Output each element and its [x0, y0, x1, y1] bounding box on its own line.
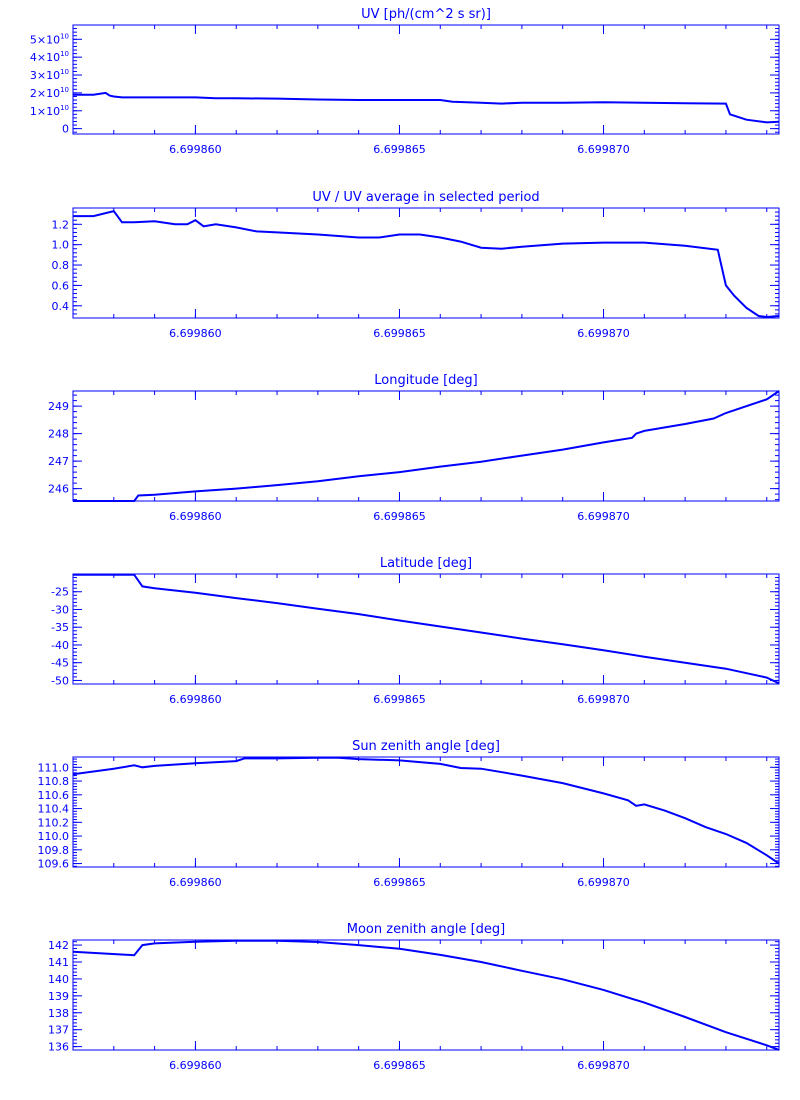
chart-panel-3: Longitude [deg] 246 247 248 249 6.699860 6.699… — [48, 373, 780, 523]
x-tick-label: 6.699860 — [169, 693, 222, 706]
y-tick-label: 109.6 — [38, 858, 70, 871]
x-tick-label: 6.699870 — [577, 327, 630, 340]
chart-panel-4: Latitude [deg] -50 -45 -40 -35 -30 -25 6.699860… — [51, 556, 780, 706]
data-line — [73, 209, 779, 319]
plot-frame — [72, 207, 780, 319]
data-line — [73, 573, 779, 685]
chart-panel-6: Moon zenith angle [deg] 136 137 138 139 140 14… — [48, 922, 780, 1072]
y-tick-label: -25 — [51, 586, 69, 599]
y-tick-label: 0.8 — [52, 259, 70, 272]
x-tick-label: 6.699860 — [169, 510, 222, 523]
data-line — [73, 390, 779, 502]
data-line — [73, 756, 779, 865]
y-tick-label: 0.6 — [52, 279, 70, 292]
x-tick-label: 6.699870 — [577, 143, 630, 156]
x-tick-label: 6.699860 — [169, 876, 222, 889]
y-tick-label: 249 — [48, 400, 69, 413]
y-tick-label: 2×1010 — [30, 86, 69, 100]
y-tick-label: 110.0 — [38, 830, 70, 843]
y-tick-label: 1×1010 — [30, 104, 69, 118]
y-tick-label: 1.2 — [52, 218, 70, 231]
data-line — [73, 91, 779, 124]
y-tick-label: 110.4 — [38, 803, 70, 816]
x-tick-label: 6.699870 — [577, 693, 630, 706]
y-tick-label: -35 — [51, 621, 69, 634]
chart-title: Latitude [deg] — [380, 556, 472, 571]
x-tick-label: 6.699865 — [373, 1059, 426, 1072]
plot-frame — [72, 756, 780, 868]
y-tick-label: 0 — [62, 123, 69, 136]
y-tick-label: 3×1010 — [30, 68, 69, 82]
y-tick-label: -50 — [51, 674, 69, 687]
y-tick-label: 110.6 — [38, 789, 70, 802]
plot-frame — [72, 573, 780, 685]
y-tick-label: 111.0 — [38, 761, 70, 774]
plot-frame — [72, 24, 780, 135]
x-tick-label: 6.699865 — [373, 693, 426, 706]
y-tick-label: 247 — [48, 455, 69, 468]
x-tick-label: 6.699870 — [577, 1059, 630, 1072]
y-tick-label: 137 — [48, 1024, 69, 1037]
chart-panel-2: UV / UV average in selected period 0.4 0.6… — [52, 190, 780, 340]
y-tick-label: -40 — [51, 639, 69, 652]
chart-title: Longitude [deg] — [374, 373, 477, 388]
chart-title: UV / UV average in selected period — [312, 190, 539, 205]
y-tick-label: 142 — [48, 939, 69, 952]
y-tick-label: 5×1010 — [30, 32, 69, 46]
x-tick-label: 6.699865 — [373, 876, 426, 889]
plot-frame — [72, 939, 780, 1051]
chart-panel-1: UV [ph/(cm^2 s sr)] 0 1×1010 2×1010 3×1010 4×… — [30, 7, 780, 156]
x-tick-label: 6.699860 — [169, 143, 222, 156]
y-tick-label: 1.0 — [52, 239, 70, 252]
chart-panel-5: Sun zenith angle [deg]109.6109.8110.0110… — [38, 739, 780, 889]
plot-frame — [72, 390, 780, 502]
x-tick-label: 6.699860 — [169, 327, 222, 340]
x-tick-label: 6.699865 — [373, 143, 426, 156]
data-line — [73, 939, 779, 1051]
chart-title: Sun zenith angle [deg] — [352, 739, 500, 754]
x-tick-label: 6.699870 — [577, 510, 630, 523]
x-tick-label: 6.699865 — [373, 327, 426, 340]
y-tick-label: 0.4 — [52, 300, 70, 313]
y-tick-label: 248 — [48, 428, 69, 441]
y-tick-label: -30 — [51, 603, 69, 616]
y-tick-label: 138 — [48, 1007, 69, 1020]
chart-title: UV [ph/(cm^2 s sr)] — [361, 7, 491, 22]
y-tick-label: 110.8 — [38, 775, 70, 788]
x-tick-label: 6.699860 — [169, 1059, 222, 1072]
x-tick-label: 6.699865 — [373, 510, 426, 523]
y-tick-label: 141 — [48, 956, 69, 969]
y-tick-label: 140 — [48, 973, 69, 986]
x-tick-label: 6.699870 — [577, 876, 630, 889]
y-tick-label: 109.8 — [38, 844, 70, 857]
y-tick-label: 110.2 — [38, 816, 70, 829]
y-tick-label: 4×1010 — [30, 50, 69, 64]
y-tick-label: 139 — [48, 990, 69, 1003]
y-tick-label: 136 — [48, 1041, 69, 1054]
chart-title: Moon zenith angle [deg] — [347, 922, 505, 937]
y-tick-label: -45 — [51, 657, 69, 670]
y-tick-label: 246 — [48, 483, 69, 496]
